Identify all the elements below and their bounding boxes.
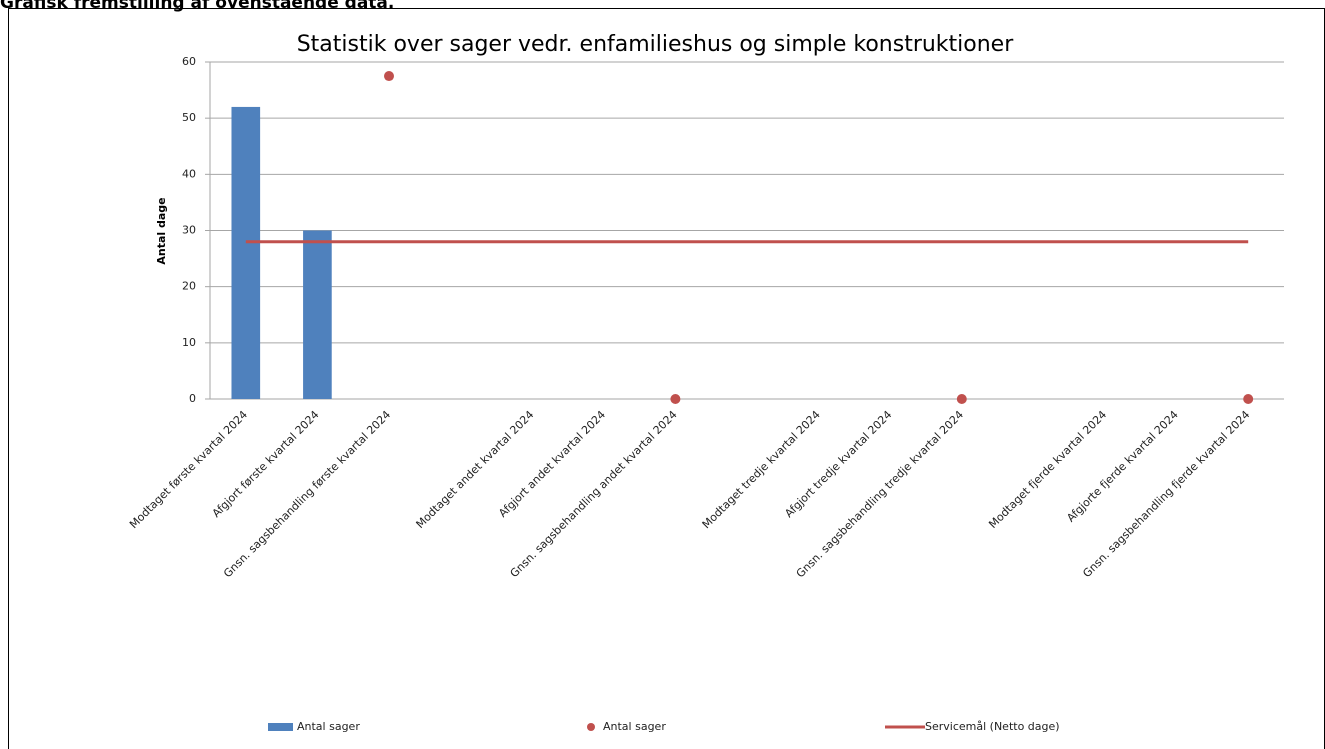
x-tick-label: Modtaget første kvartal 2024 [127, 408, 250, 531]
legend-label: Antal sager [603, 720, 666, 733]
legend-label: Servicemål (Netto dage) [925, 720, 1060, 733]
y-tick-label: 50 [182, 111, 196, 124]
y-tick-label: 30 [182, 224, 196, 237]
y-tick-label: 0 [189, 392, 196, 405]
x-tick-label: Modtaget tredje kvartal 2024 [700, 408, 823, 531]
y-axis-label: Antal dage [155, 197, 168, 264]
scatter-point [1243, 394, 1254, 404]
legend-swatch [268, 723, 293, 731]
y-tick-label: 20 [182, 280, 196, 293]
bar [231, 106, 261, 399]
y-tick-label: 10 [182, 336, 196, 349]
chart-title: Statistik over sager vedr. enfamilieshus… [297, 32, 1015, 57]
x-tick-label: Gnsn. sagsbehandling første kvartal 2024 [221, 408, 393, 580]
y-tick-label: 60 [182, 55, 196, 68]
page-header: Grafisk fremstilling af ovenstående data… [0, 0, 395, 13]
x-tick-label: Gnsn. sagsbehandling andet kvartal 2024 [508, 408, 680, 580]
legend-swatch [587, 723, 595, 731]
x-tick-label: Modtaget andet kvartal 2024 [414, 408, 537, 531]
x-tick-label: Gnsn. sagsbehandling tredje kvartal 2024 [794, 408, 966, 580]
scatter-point [384, 71, 394, 82]
scatter-point [956, 394, 967, 404]
x-tick-label: Modtaget fjerde kvartal 2024 [986, 408, 1109, 531]
bar [303, 230, 332, 399]
x-tick-label: Gnsn. sagsbehandling fjerde kvartal 2024 [1080, 408, 1252, 580]
chart-border [8, 8, 1325, 749]
y-tick-label: 40 [182, 167, 196, 180]
legend-label: Antal sager [297, 720, 360, 733]
scatter-point [670, 394, 681, 404]
